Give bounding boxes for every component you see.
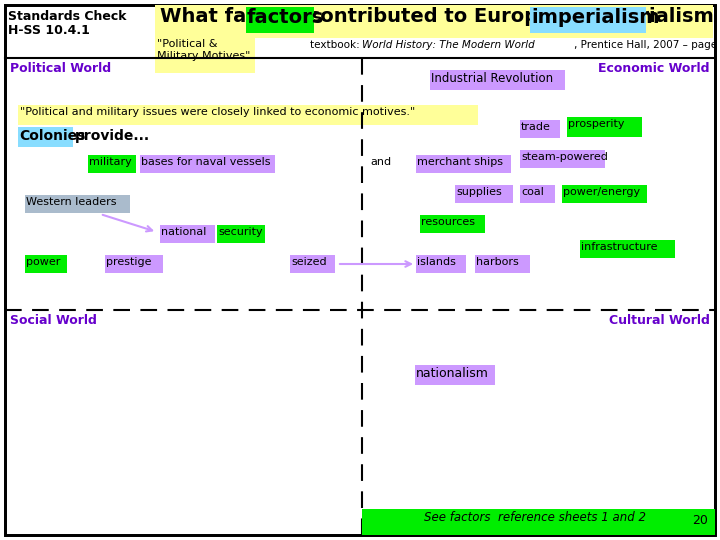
Text: factors: factors — [247, 8, 324, 27]
Bar — [567, 117, 642, 137]
Text: military: military — [89, 157, 132, 167]
Text: 20: 20 — [692, 514, 708, 527]
Bar — [155, 5, 713, 38]
Bar — [140, 155, 275, 173]
Text: supplies: supplies — [456, 187, 502, 197]
Bar — [25, 195, 130, 213]
Text: Industrial Revolution: Industrial Revolution — [431, 72, 553, 85]
Text: and: and — [370, 157, 391, 167]
Bar — [18, 105, 478, 125]
Bar — [246, 7, 314, 33]
Text: World History: The Modern World: World History: The Modern World — [362, 40, 535, 50]
Text: What factors contributed to European imperialism in the 1800s?: What factors contributed to European imp… — [160, 7, 720, 26]
Text: Standards Check: Standards Check — [8, 10, 127, 23]
Bar — [475, 255, 530, 273]
Bar — [290, 255, 335, 273]
Bar — [416, 155, 511, 173]
Text: steam-powered: steam-powered — [521, 152, 608, 162]
Bar — [25, 255, 67, 273]
Text: security: security — [218, 227, 263, 237]
Text: infrastructure: infrastructure — [581, 242, 657, 252]
Text: Social World: Social World — [10, 314, 97, 327]
Text: merchant ships: merchant ships — [417, 157, 503, 167]
Bar — [155, 38, 255, 73]
Bar — [105, 255, 163, 273]
Text: "Political and military issues were closely linked to economic motives.": "Political and military issues were clos… — [20, 107, 415, 117]
Text: , Prentice Hall, 2007 – page 287: , Prentice Hall, 2007 – page 287 — [574, 40, 720, 50]
Text: seized: seized — [291, 257, 327, 267]
Bar — [562, 185, 647, 203]
Text: prosperity: prosperity — [568, 119, 624, 129]
Bar — [217, 225, 265, 243]
Text: coal: coal — [521, 187, 544, 197]
Text: power: power — [26, 257, 60, 267]
Bar — [416, 255, 466, 273]
Bar — [520, 120, 560, 138]
Bar — [520, 185, 555, 203]
Bar — [160, 225, 215, 243]
Text: Western leaders: Western leaders — [26, 197, 117, 207]
Text: harbors: harbors — [476, 257, 518, 267]
Bar — [88, 155, 136, 173]
Text: imperialism: imperialism — [531, 8, 660, 27]
Text: Economic World: Economic World — [598, 62, 710, 75]
Bar — [430, 70, 565, 90]
Text: "Political &
Military Motives": "Political & Military Motives" — [157, 39, 251, 60]
Bar — [18, 127, 73, 147]
Text: textbook:: textbook: — [310, 40, 363, 50]
Text: See factors  reference sheets 1 and 2: See factors reference sheets 1 and 2 — [424, 511, 646, 524]
Bar — [530, 7, 646, 33]
Text: trade: trade — [521, 122, 551, 132]
Text: Colonies: Colonies — [19, 129, 86, 143]
Text: national: national — [161, 227, 207, 237]
Bar — [455, 185, 513, 203]
Text: resources: resources — [421, 217, 475, 227]
Text: bases for naval vessels: bases for naval vessels — [141, 157, 271, 167]
Bar — [415, 365, 495, 385]
Text: provide...: provide... — [75, 129, 150, 143]
Bar — [362, 509, 715, 535]
Text: prestige: prestige — [106, 257, 151, 267]
Text: Cultural World: Cultural World — [609, 314, 710, 327]
Text: islands: islands — [417, 257, 456, 267]
Text: Political World: Political World — [10, 62, 111, 75]
Text: power/energy: power/energy — [563, 187, 640, 197]
Bar — [420, 215, 485, 233]
Text: H-SS 10.4.1: H-SS 10.4.1 — [8, 24, 90, 37]
Bar — [580, 240, 675, 258]
Bar — [520, 150, 605, 168]
Text: nationalism: nationalism — [416, 367, 489, 380]
